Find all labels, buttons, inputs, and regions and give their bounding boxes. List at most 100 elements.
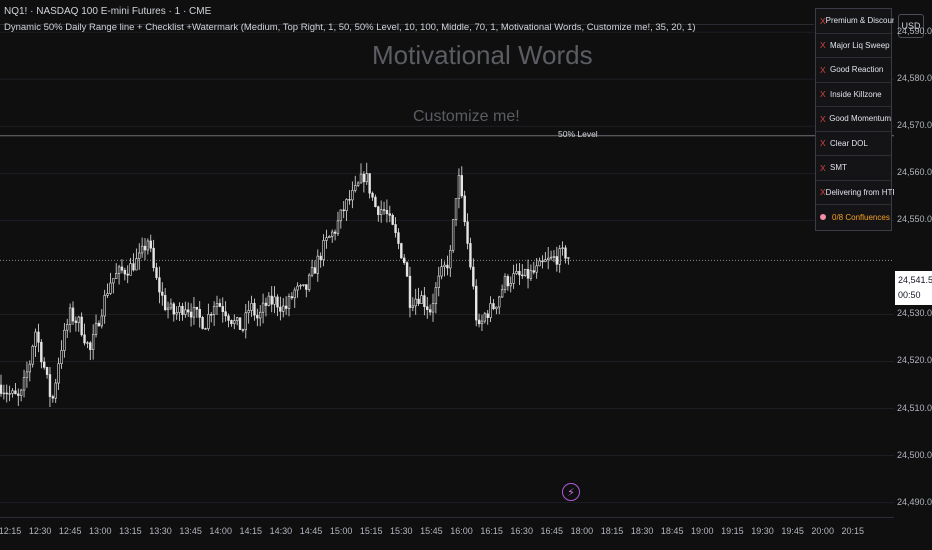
- candle-body: [414, 298, 417, 307]
- candle-body: [169, 303, 173, 309]
- candle-body: [492, 303, 495, 310]
- candle-body: [544, 259, 547, 262]
- candle-body: [290, 296, 294, 299]
- time-tick-label: 19:00: [691, 526, 714, 536]
- candle-body: [112, 278, 115, 284]
- candle-body: [19, 389, 23, 396]
- bar-countdown: 00:50: [898, 290, 921, 300]
- candle-body: [89, 342, 92, 350]
- candle-body: [143, 245, 147, 251]
- status-dot-icon: [820, 214, 826, 221]
- candle-body: [310, 267, 314, 276]
- candle-body: [437, 275, 440, 288]
- candle-body: [532, 270, 536, 273]
- candle-body: [224, 311, 227, 317]
- watermark-main-text: Motivational Words: [372, 40, 593, 70]
- candle-body: [201, 317, 204, 329]
- candle-body: [221, 306, 224, 312]
- candle-body: [198, 308, 201, 318]
- checklist-item-label: Clear DOL: [830, 138, 868, 148]
- candle-body: [276, 296, 279, 308]
- candle-body: [175, 312, 178, 315]
- checklist-row: X Inside Killzone: [816, 83, 891, 107]
- candle-body: [509, 283, 512, 287]
- time-tick-label: 20:15: [841, 526, 865, 536]
- candle-body: [37, 331, 40, 343]
- candle-body: [526, 268, 530, 279]
- x-mark-icon: X: [820, 187, 826, 198]
- candle-body: [256, 314, 259, 319]
- candle-body: [279, 306, 282, 312]
- last-price-value: 24,541.50: [898, 275, 932, 285]
- candle-body: [313, 267, 317, 274]
- time-tick-label: 13:00: [89, 526, 112, 536]
- candle-body: [558, 248, 561, 265]
- candle-body: [443, 264, 446, 267]
- time-tick-label: 15:15: [359, 526, 383, 536]
- price-tick-label: 24,560.00: [897, 167, 932, 178]
- candle-body: [362, 173, 366, 183]
- candle-body: [546, 257, 550, 260]
- time-axis-border: [0, 517, 894, 518]
- time-tick-label: 12:30: [28, 526, 52, 536]
- candle-body: [426, 306, 429, 310]
- candle-body: [247, 310, 250, 314]
- candle-body: [408, 275, 412, 308]
- checklist-row: X SMT: [816, 156, 891, 181]
- candle-body: [31, 346, 34, 365]
- candle-body: [500, 289, 504, 298]
- x-mark-icon: X: [820, 89, 826, 100]
- bolt-icon[interactable]: ⚡: [562, 483, 580, 501]
- time-tick-label: 15:30: [390, 526, 413, 536]
- candle-body: [302, 284, 305, 286]
- candle-body: [189, 311, 193, 318]
- candle-body: [212, 305, 216, 315]
- candle-body: [63, 329, 66, 351]
- candle-body: [325, 237, 328, 241]
- time-tick-label: 12:15: [0, 526, 22, 536]
- indicator-legend[interactable]: Dynamic 50% Daily Range line + Checklist…: [4, 22, 696, 33]
- candle-body: [417, 298, 420, 304]
- price-tick-label: 24,590.00: [897, 26, 932, 37]
- candle-body: [115, 273, 118, 279]
- currency-button[interactable]: USD: [898, 14, 924, 38]
- candle-body: [293, 289, 296, 299]
- candle-body: [204, 328, 207, 330]
- candle-body: [54, 382, 57, 399]
- price-chart[interactable]: [0, 0, 894, 518]
- candle-body: [138, 252, 141, 259]
- x-mark-icon: X: [820, 15, 826, 26]
- candle-body: [333, 231, 337, 234]
- time-tick-label: 16:00: [450, 526, 473, 536]
- candle-body: [336, 220, 340, 234]
- candle-body: [423, 295, 426, 308]
- candle-body: [512, 273, 515, 284]
- candle-body: [155, 267, 158, 279]
- candle-body: [359, 173, 363, 184]
- candle-body: [446, 264, 449, 269]
- candle-body: [339, 209, 343, 222]
- candle-body: [66, 324, 69, 331]
- candle-body: [420, 295, 423, 304]
- candle-body: [106, 293, 109, 296]
- candle-body: [48, 374, 52, 397]
- candle-body: [368, 173, 371, 194]
- candle-body: [377, 206, 380, 215]
- candle-body: [11, 390, 14, 394]
- candle-body: [428, 309, 432, 313]
- candle-body: [172, 303, 175, 315]
- candle-body: [83, 334, 86, 344]
- symbol-title[interactable]: NQ1! · NASDAQ 100 E-mini Futures · 1 · C…: [4, 6, 212, 17]
- last-price-badge: 24,541.50 00:50: [895, 271, 932, 305]
- candle-body: [241, 329, 245, 331]
- candle-body: [218, 303, 222, 307]
- time-tick-label: 18:15: [600, 526, 624, 536]
- candle-body: [385, 210, 389, 215]
- candle-body: [74, 320, 78, 323]
- candle-body: [195, 306, 199, 310]
- candle-body: [552, 256, 556, 258]
- candle-body: [129, 263, 132, 276]
- candle-body: [120, 266, 124, 271]
- candle-body: [233, 320, 236, 325]
- candle-body: [330, 231, 334, 237]
